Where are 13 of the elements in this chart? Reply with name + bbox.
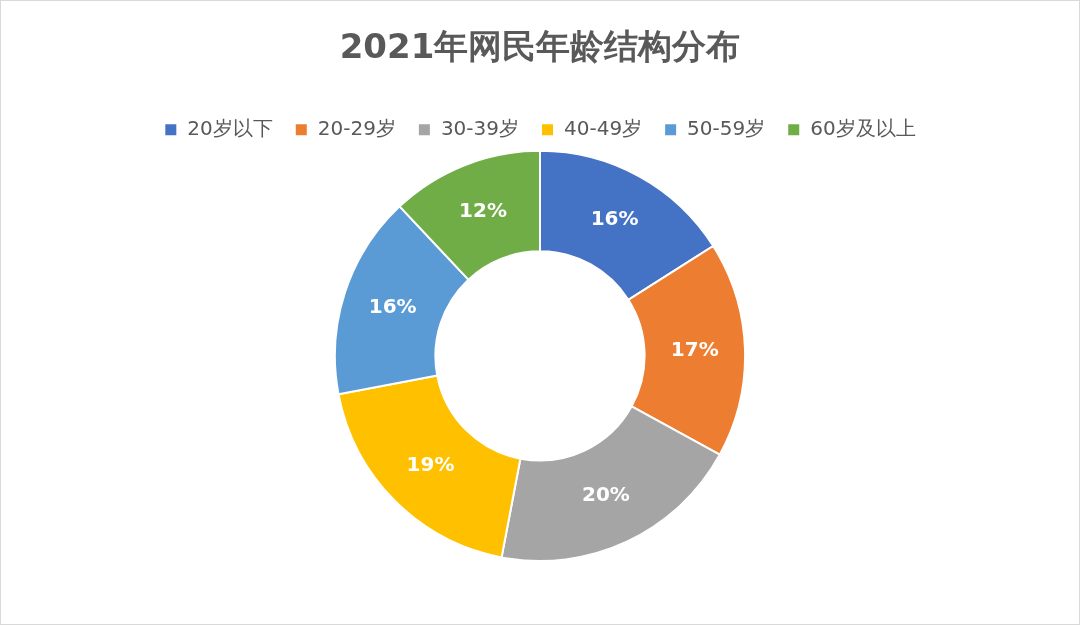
data-label: 16%: [590, 206, 639, 231]
data-label: 19%: [406, 451, 455, 476]
legend-label: 20岁以下: [187, 116, 273, 140]
legend-label: 20-29岁: [317, 116, 396, 140]
legend-label: 30-39岁: [440, 116, 520, 140]
legend-label: 60岁及以上: [810, 116, 916, 140]
legend-label: 40-49岁: [564, 116, 643, 140]
chart-title: 2021年网民年龄结构分布: [339, 26, 741, 67]
data-label: 16%: [368, 294, 417, 319]
data-label: 17%: [670, 337, 719, 362]
data-label: 20%: [581, 482, 630, 507]
data-label: 12%: [459, 198, 507, 223]
legend-label: 50-59岁: [687, 116, 766, 140]
